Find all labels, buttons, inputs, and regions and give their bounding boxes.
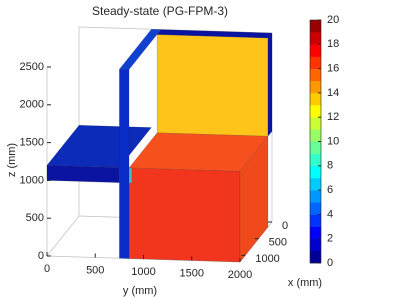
z-tick-label: 500 [26,212,44,224]
colorbar-tick-label: 4 [327,208,333,220]
chart-title: Steady-state (PG-FPM-3) [92,4,228,18]
colorbar-band [310,80,321,94]
colorbar-band [310,165,321,179]
y-tick-label: 2000 [228,269,252,281]
y-tick-label: 0 [44,263,50,275]
colorbar-band [310,190,321,203]
colorbar-band [310,250,321,264]
colorbar-band [310,177,321,191]
surface-face [119,69,130,259]
z-tick-label: 0 [38,250,44,262]
colorbar-band [310,68,321,82]
axis-box-edge [46,215,80,257]
colorbar-band [310,141,321,154]
surface-face [267,32,273,137]
colorbar-tick-label: 16 [327,63,339,75]
surface-face [128,167,133,184]
z-tick-label: 1500 [20,137,44,149]
colorbar-tick-label: 6 [327,184,333,196]
x-tick-label: 1000 [255,253,279,265]
colorbar-band [310,214,321,227]
surface-face [128,132,269,172]
colorbar-tick-label: 0 [327,257,333,269]
colorbar-band [310,20,321,33]
y-tick-label: 500 [86,264,104,276]
surface-face [128,167,241,263]
colorbar-tick-label: 20 [327,14,339,26]
z-axis-label: z (mm) [6,143,18,177]
colorbar-band [310,226,321,239]
colorbar-band [310,105,321,118]
z-tick-label: 2000 [20,99,44,111]
colorbar-band [310,32,321,45]
colorbar-band [310,56,321,69]
colorbar-tick-label: 14 [327,87,339,99]
surface-face [156,34,269,137]
colorbar-tick-label: 18 [327,38,339,50]
colorbar-tick-label: 2 [327,233,333,245]
colorbar-band [310,92,321,106]
colorbar-band [310,129,321,142]
surface-face [46,165,120,183]
z-tick-label: 1000 [20,174,44,186]
x-tick-label: 500 [269,237,287,249]
colorbar-tick-label: 10 [327,135,339,147]
colorbar-band [310,117,321,130]
colorbar-tick-label: 12 [327,111,339,123]
colorbar-band [310,202,321,215]
colorbar-band [310,44,321,57]
colorbar-band [310,153,321,167]
x-axis-label: x (mm) [288,277,322,289]
y-tick-label: 1000 [131,266,155,278]
x-tick-label: 0 [282,220,288,232]
surface-face [119,29,162,70]
y-tick-label: 1500 [180,267,204,279]
z-tick-label: 2500 [20,61,44,73]
colorbar-band [310,238,321,252]
y-axis-label: y (mm) [123,285,157,297]
colorbar-tick-label: 8 [327,160,333,172]
